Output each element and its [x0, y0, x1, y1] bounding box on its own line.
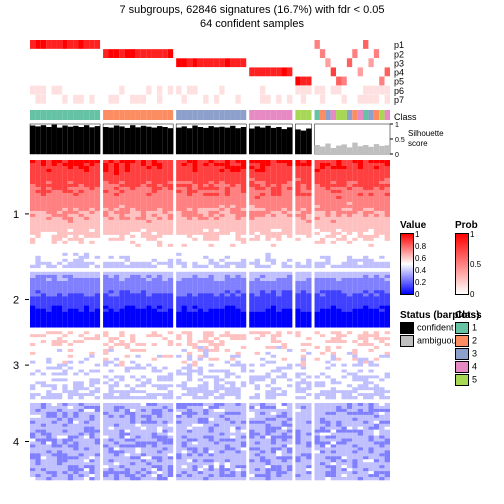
legend: Class12345: [455, 310, 482, 386]
title-line-2: 64 confident samples: [0, 18, 504, 30]
svg-text:0: 0: [395, 152, 399, 159]
svg-text:1: 1: [13, 209, 19, 221]
svg-text:Class: Class: [394, 112, 417, 122]
svg-text:2: 2: [13, 295, 19, 307]
svg-text:0.5: 0.5: [395, 137, 405, 144]
title-line-1: 7 subgroups, 62846 signatures (16.7%) wi…: [0, 4, 504, 16]
heatmap-svg: p1p2p3p4p5p6p7Class10.50Silhouettescore1…: [0, 0, 504, 504]
svg-text:1: 1: [395, 122, 399, 129]
svg-text:Silhouette: Silhouette: [408, 129, 444, 138]
legend: Value 10.80.60.40.20: [400, 220, 426, 295]
svg-text:score: score: [408, 139, 428, 148]
legend: Prob 10.50: [455, 220, 478, 295]
svg-text:p7: p7: [394, 95, 404, 105]
